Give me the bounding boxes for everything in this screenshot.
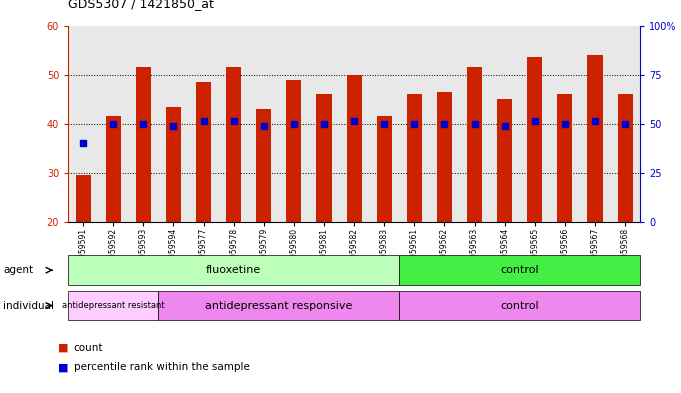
Point <box>319 121 330 127</box>
Text: agent: agent <box>3 265 33 275</box>
Point <box>620 121 631 127</box>
Point <box>439 121 450 127</box>
Bar <box>437 92 452 222</box>
Text: antidepressant resistant: antidepressant resistant <box>62 301 165 310</box>
Point <box>228 118 239 125</box>
Point <box>529 118 540 125</box>
Point <box>138 121 149 127</box>
Text: ■: ■ <box>58 362 68 373</box>
Text: individual: individual <box>3 301 54 310</box>
Bar <box>226 67 241 222</box>
Bar <box>588 55 603 222</box>
Point <box>289 121 300 127</box>
Bar <box>407 94 422 222</box>
Text: GDS5307 / 1421850_at: GDS5307 / 1421850_at <box>68 0 214 10</box>
Point <box>590 118 601 125</box>
Point <box>78 140 89 147</box>
Bar <box>557 94 573 222</box>
Point <box>499 123 510 129</box>
Point <box>258 123 269 129</box>
Text: percentile rank within the sample: percentile rank within the sample <box>74 362 249 373</box>
Bar <box>256 109 271 222</box>
Text: fluoxetine: fluoxetine <box>206 265 262 275</box>
Bar <box>317 94 332 222</box>
Text: ■: ■ <box>58 343 68 353</box>
Bar <box>497 99 512 222</box>
Point <box>108 121 118 127</box>
Bar <box>618 94 633 222</box>
Bar <box>467 67 482 222</box>
Point <box>559 121 570 127</box>
Bar <box>106 116 121 222</box>
Bar <box>136 67 151 222</box>
Point <box>198 118 209 125</box>
Bar <box>527 57 542 222</box>
Bar <box>76 175 91 222</box>
Text: antidepressant responsive: antidepressant responsive <box>205 301 353 310</box>
Point <box>168 123 179 129</box>
Text: control: control <box>501 301 539 310</box>
Bar <box>347 75 362 222</box>
Text: control: control <box>501 265 539 275</box>
Point <box>379 121 390 127</box>
Point <box>469 121 480 127</box>
Text: count: count <box>74 343 103 353</box>
Bar <box>287 79 302 222</box>
Bar <box>166 107 181 222</box>
Point <box>349 118 360 125</box>
Bar <box>377 116 392 222</box>
Point <box>409 121 419 127</box>
Bar <box>196 82 211 222</box>
